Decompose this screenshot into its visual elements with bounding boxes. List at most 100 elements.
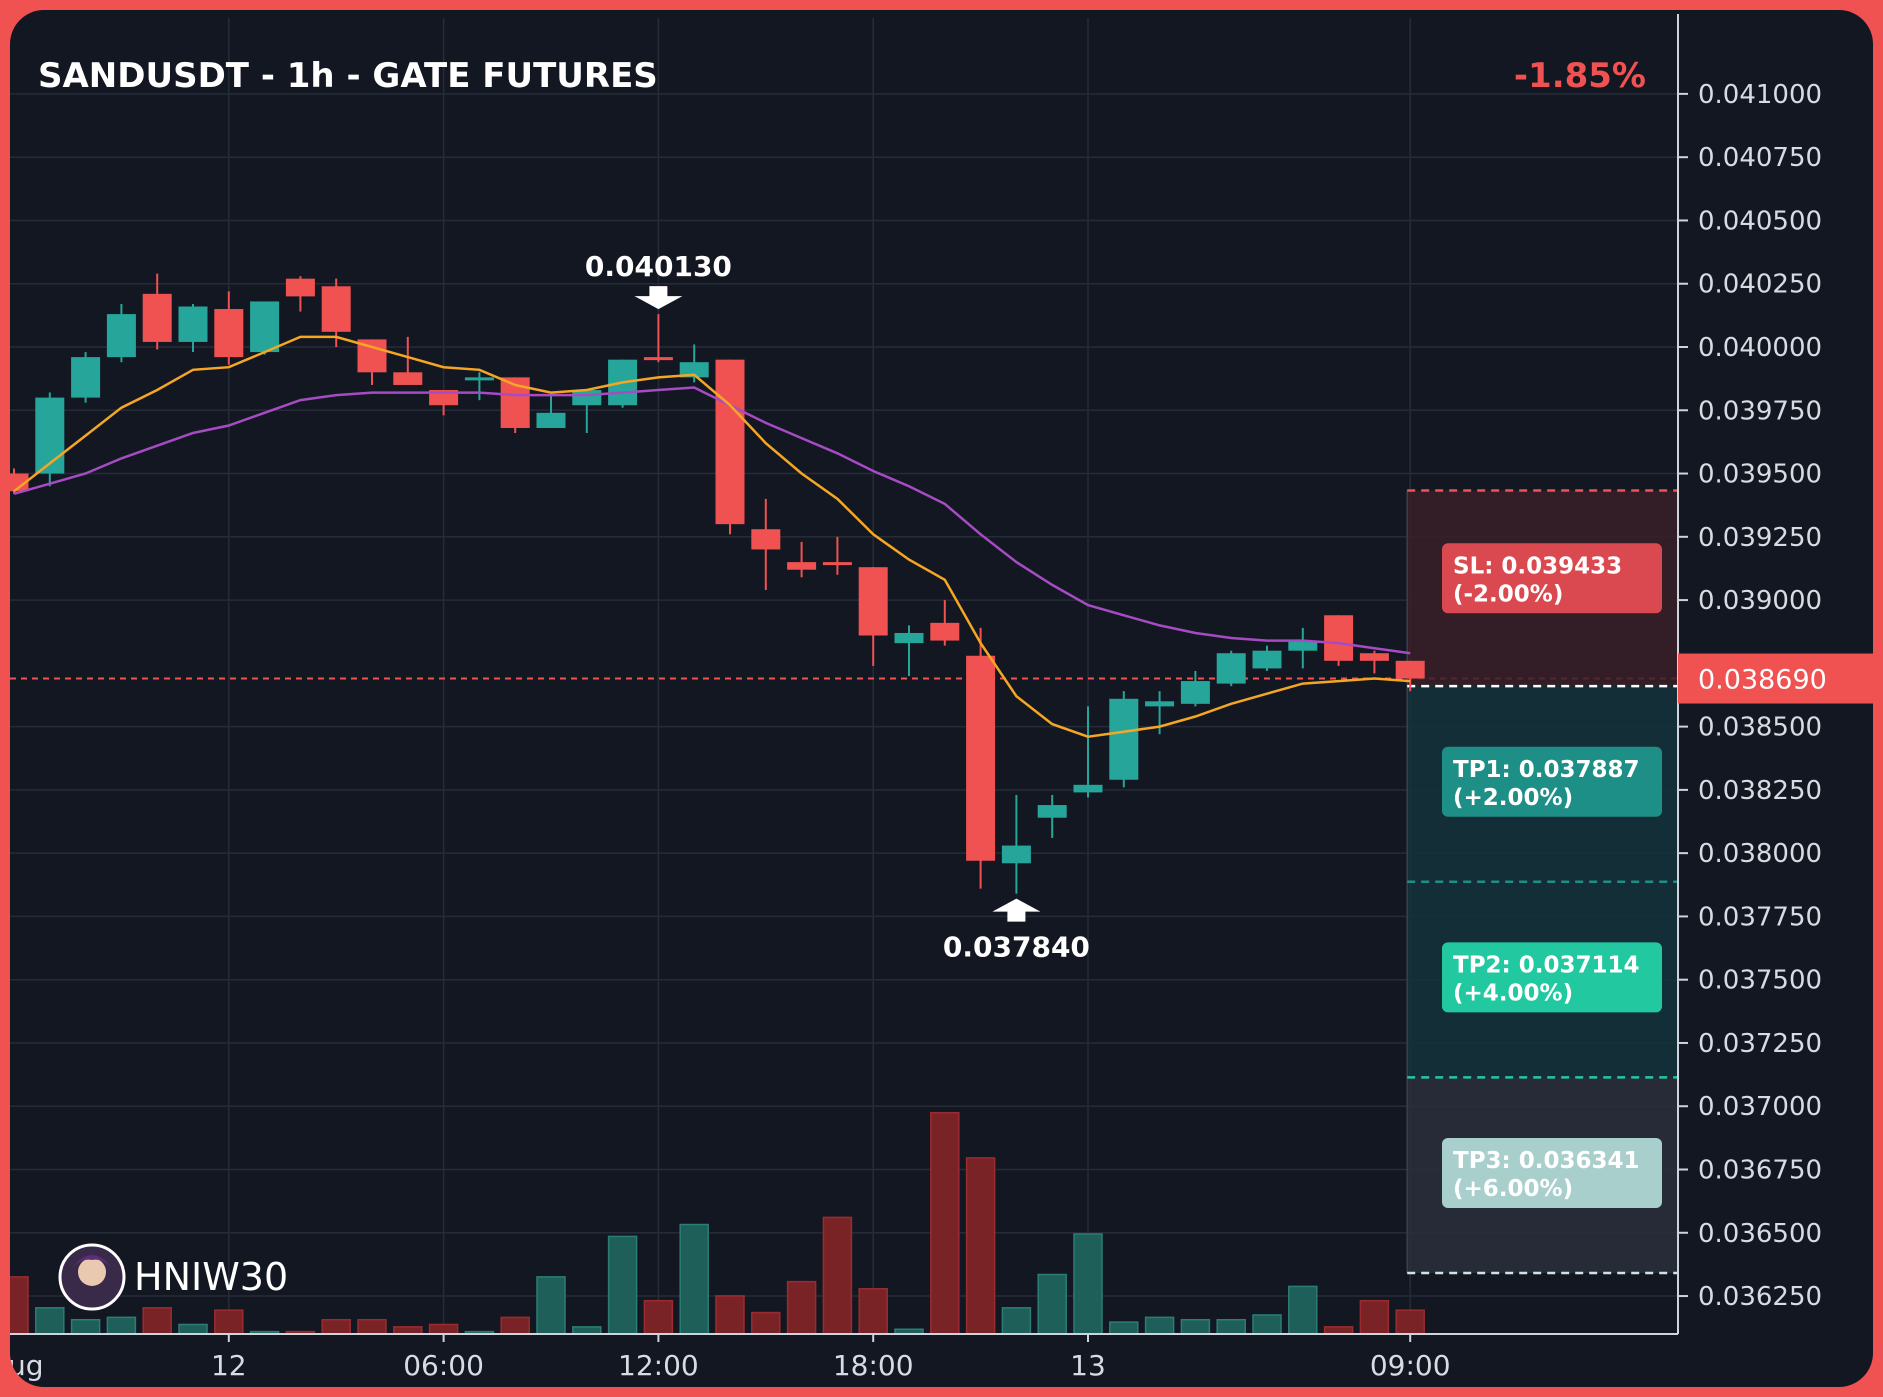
- candle-body: [1109, 698, 1139, 780]
- current-price-tag: 0.038690: [1678, 653, 1873, 704]
- y-tick-label: 0.037500: [1698, 966, 1822, 996]
- tp1-label-bg: [1442, 746, 1662, 817]
- candle-body: [894, 632, 924, 644]
- volume-bar: [214, 1309, 244, 1335]
- y-tick-label: 0.039000: [1698, 586, 1822, 616]
- volume-bar: [1037, 1273, 1067, 1335]
- tp2-label-pct: (+4.00%): [1453, 980, 1573, 1006]
- arrow-down-icon: [634, 286, 683, 310]
- candle-body: [822, 562, 852, 566]
- volume-bar: [428, 1323, 459, 1335]
- volume-bar: [1144, 1316, 1175, 1335]
- candle-body: [966, 655, 996, 861]
- ma-slow-line: [13, 386, 1411, 655]
- volume-bar: [178, 1323, 208, 1335]
- volume-bar: [1323, 1326, 1354, 1335]
- candle-body: [1180, 681, 1210, 704]
- volume-bar: [643, 1299, 674, 1335]
- candle-body: [464, 377, 494, 381]
- candle-body: [679, 362, 709, 378]
- candle-body: [71, 357, 101, 398]
- x-tick-label: 12:00: [618, 1349, 699, 1382]
- sl-label-bg: [1442, 543, 1662, 614]
- y-tick-label: 0.041000: [1698, 80, 1822, 110]
- y-tick-label: 0.038500: [1698, 713, 1822, 743]
- candle-body: [10, 473, 29, 492]
- candle-body: [393, 372, 423, 385]
- candle-body: [1359, 653, 1389, 661]
- volume-bar: [10, 1276, 29, 1335]
- candle-body: [1324, 615, 1354, 661]
- chart-title: SANDUSDT - 1h - GATE FUTURES: [38, 56, 658, 96]
- sl-label-pct: (-2.00%): [1453, 581, 1563, 607]
- high-price-label: 0.040130: [585, 250, 732, 283]
- y-tick-label: 0.036750: [1698, 1156, 1822, 1186]
- tp3-label-bg: [1442, 1138, 1662, 1209]
- candle-body: [321, 286, 351, 332]
- x-tick-label-partial: ug: [10, 1349, 44, 1382]
- candle-body: [1252, 650, 1282, 669]
- y-tick-label: 0.040000: [1698, 333, 1822, 363]
- volume-bar: [822, 1216, 853, 1335]
- candle-body: [1037, 805, 1067, 818]
- tp2-label-bg: [1442, 942, 1662, 1013]
- candle-body: [643, 357, 673, 361]
- y-tick-label: 0.040250: [1698, 270, 1822, 300]
- current-price-value: 0.038690: [1698, 665, 1827, 696]
- avatar-face-icon: [78, 1258, 106, 1286]
- volume-bar: [1109, 1321, 1139, 1335]
- low-price-label: 0.037840: [943, 931, 1090, 964]
- y-tick-label: 0.039250: [1698, 523, 1822, 553]
- tp1-label-text: TP1: 0.037887: [1453, 757, 1640, 783]
- volume-bar: [393, 1326, 423, 1335]
- volume-bar: [536, 1276, 566, 1335]
- volume-bar: [679, 1223, 709, 1335]
- volume-bars: [10, 1111, 1425, 1335]
- candle-body: [178, 306, 208, 342]
- volume-bar: [1395, 1309, 1425, 1335]
- price-markers: 0.040130 0.037840: [585, 250, 1090, 964]
- candle-body: [858, 567, 888, 636]
- chart-frame: 0.040130 0.037840 SL: 0.039433 (-2.00%) TP1…: [10, 10, 1873, 1387]
- volume-bar: [786, 1280, 817, 1335]
- y-tick-label: 0.038250: [1698, 776, 1822, 806]
- candle-body: [1001, 845, 1031, 864]
- candle-body: [751, 529, 781, 550]
- volume-bar: [1252, 1314, 1282, 1335]
- candle-body: [787, 562, 817, 570]
- change-percent: -1.85%: [1514, 56, 1646, 96]
- axes: 0.041000 0.040750 0.040500 0.040250 0.040000…: [10, 14, 1873, 1382]
- volume-bar: [1001, 1307, 1032, 1335]
- volume-bar: [1216, 1318, 1246, 1335]
- volume-bar: [321, 1318, 351, 1335]
- sl-label-box: SL: 0.039433(-2.00%): [1442, 543, 1662, 614]
- y-tick-label: 0.036250: [1698, 1282, 1822, 1312]
- volume-bar: [1359, 1299, 1390, 1335]
- candle-body: [1216, 653, 1246, 684]
- candle-body: [285, 278, 315, 297]
- y-tick-label: 0.040750: [1698, 143, 1822, 173]
- volume-bar: [1288, 1285, 1318, 1335]
- candle-body: [250, 301, 280, 353]
- candle-body: [930, 622, 960, 641]
- volume-bar: [70, 1318, 101, 1335]
- volume-bar: [607, 1235, 638, 1335]
- x-tick-label: 06:00: [403, 1349, 484, 1382]
- candle-body: [106, 314, 136, 358]
- y-tick-label: 0.038000: [1698, 839, 1822, 869]
- volume-bar: [500, 1316, 530, 1335]
- volume-bar: [142, 1307, 172, 1335]
- tp2-label-text: TP2: 0.037114: [1453, 952, 1640, 978]
- candles: [10, 273, 1425, 894]
- volume-bar: [930, 1111, 960, 1335]
- price-chart[interactable]: 0.040130 0.037840 SL: 0.039433(-2.00%) TP1…: [10, 10, 1873, 1387]
- volume-bar: [751, 1311, 781, 1335]
- y-tick-label: 0.039750: [1698, 396, 1822, 426]
- candle-body: [1073, 784, 1103, 793]
- y-tick-label: 0.036500: [1698, 1219, 1822, 1249]
- volume-bar: [858, 1288, 888, 1335]
- candle-body: [142, 293, 172, 342]
- y-tick-label: 0.037250: [1698, 1029, 1822, 1059]
- tp3-label-text: TP3: 0.036341: [1453, 1148, 1640, 1174]
- sl-label-text: SL: 0.039433: [1453, 553, 1622, 579]
